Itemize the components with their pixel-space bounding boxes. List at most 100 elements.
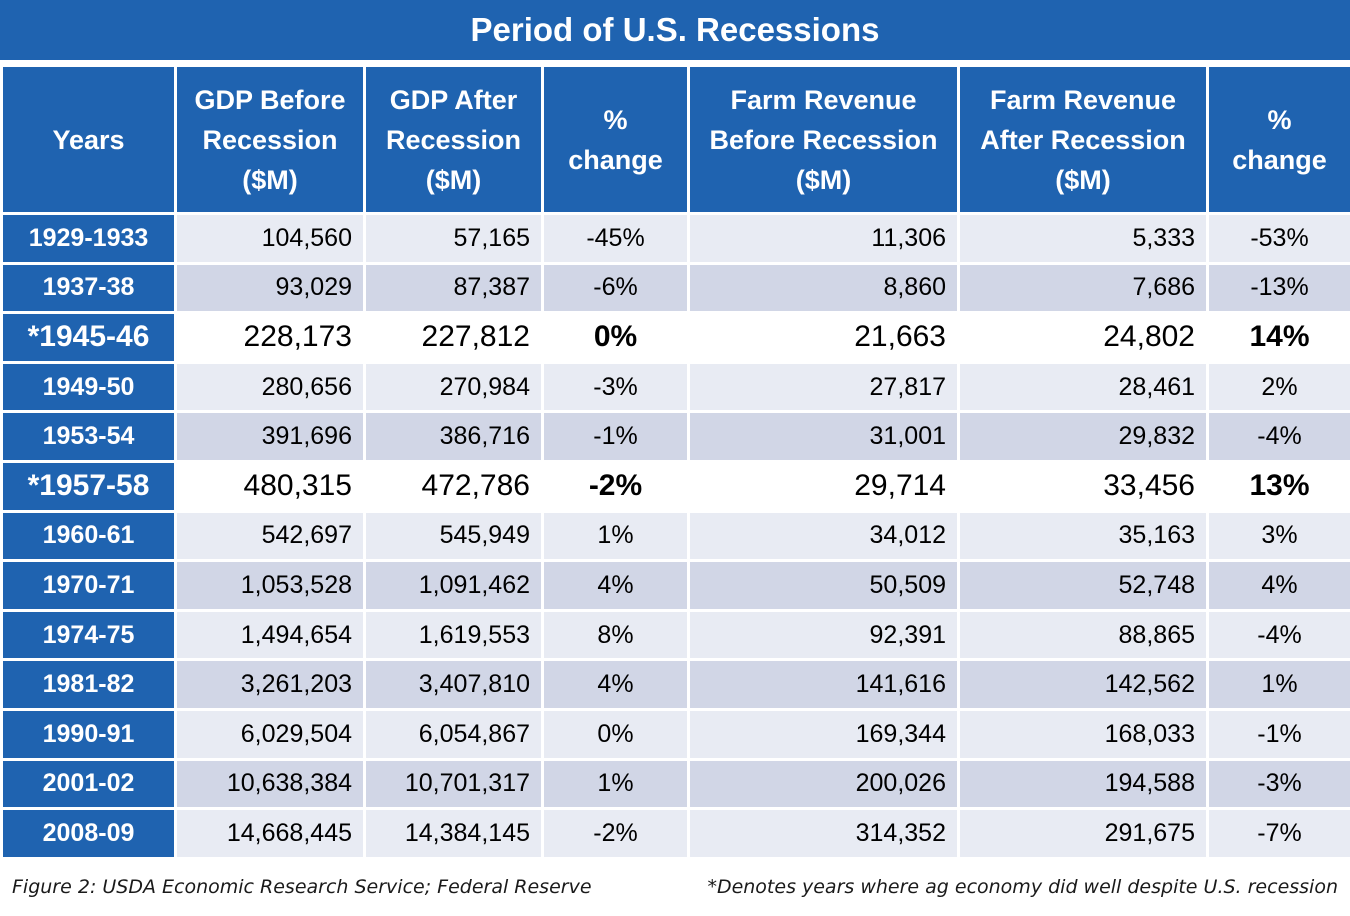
header-line: change [1232, 144, 1327, 175]
farm-change-cell: 2% [1206, 360, 1350, 414]
table-row: *1957-58 480,315 472,786 -2% 29,714 33,456 13% [0, 459, 1350, 513]
farm-before-cell: 27,817 [687, 360, 960, 414]
gdp-before-cell: 228,173 [174, 311, 366, 364]
gdp-after-cell: 386,716 [363, 410, 544, 463]
header-row: Years GDP Before Recession ($M) GDP After Rec… [0, 64, 1350, 215]
farm-after-cell: 7,686 [957, 261, 1209, 315]
gdp-change-cell: -3% [541, 360, 690, 414]
farm-change-cell: 1% [1206, 658, 1350, 711]
table-row: 1970-71 1,053,528 1,091,462 4% 50,509 52,748 4… [0, 559, 1350, 612]
farm-before-cell: 314,352 [687, 807, 960, 860]
farm-after-cell: 168,033 [957, 707, 1209, 761]
farm-before-cell: 34,012 [687, 509, 960, 563]
gdp-before-cell: 3,261,203 [174, 658, 366, 711]
header-line: Recession [385, 124, 522, 155]
gdp-after-cell: 10,701,317 [363, 757, 544, 811]
header-line: Before Recession [709, 124, 938, 155]
table-row: 1960-61 542,697 545,949 1% 34,012 35,163 3% [0, 509, 1350, 563]
gdp-change-cell: 4% [541, 658, 690, 711]
years-cell: 2008-09 [0, 807, 177, 860]
farm-before-cell: 169,344 [687, 707, 960, 761]
gdp-after-cell: 545,949 [363, 509, 544, 563]
gdp-after-header: GDP After Recession ($M) [363, 64, 544, 215]
gdp-change-cell: 1% [541, 509, 690, 563]
farm-after-cell: 28,461 [957, 360, 1209, 414]
table-row: 2001-02 10,638,384 10,701,317 1% 200,026 194,… [0, 757, 1350, 811]
gdp-change-cell: 0% [541, 311, 690, 364]
header-line: GDP Before [194, 84, 346, 115]
farm-change-cell: -4% [1206, 608, 1350, 662]
years-cell: 1960-61 [0, 509, 177, 563]
farm-after-cell: 5,333 [957, 212, 1209, 265]
gdp-after-cell: 227,812 [363, 311, 544, 364]
table-row: 1929-1933 104,560 57,165 -45% 11,306 5,333 -53… [0, 212, 1350, 265]
years-cell: 2001-02 [0, 757, 177, 811]
source-caption: Figure 2: USDA Economic Research Service… [12, 876, 592, 898]
gdp-after-cell: 87,387 [363, 261, 544, 315]
header-line: ($M) [425, 164, 482, 195]
recession-table: Years GDP Before Recession ($M) GDP After Rec… [0, 64, 1350, 860]
farm-before-cell: 200,026 [687, 757, 960, 811]
table-row: 1949-50 280,656 270,984 -3% 27,817 28,461 2% [0, 360, 1350, 414]
gdp-before-cell: 14,668,445 [174, 807, 366, 860]
farm-after-cell: 29,832 [957, 410, 1209, 463]
gdp-before-cell: 391,696 [174, 410, 366, 463]
farm-change-cell: 13% [1206, 459, 1350, 513]
farm-after-cell: 142,562 [957, 658, 1209, 711]
gdp-before-cell: 93,029 [174, 261, 366, 315]
table-row: 1990-91 6,029,504 6,054,867 0% 169,344 168,03… [0, 707, 1350, 761]
farm-after-header: Farm Revenue After Recession ($M) [957, 64, 1209, 215]
gdp-after-cell: 472,786 [363, 459, 544, 513]
table-row: 1953-54 391,696 386,716 -1% 31,001 29,832 -4% [0, 410, 1350, 463]
header-line: % [1267, 104, 1292, 135]
years-cell: 1974-75 [0, 608, 177, 662]
figure-footer: Figure 2: USDA Economic Research Service… [12, 876, 1342, 906]
farm-after-cell: 52,748 [957, 559, 1209, 612]
table-row: 1981-82 3,261,203 3,407,810 4% 141,616 142,56… [0, 658, 1350, 711]
years-header: Years [0, 64, 177, 215]
farm-after-cell: 33,456 [957, 459, 1209, 513]
years-cell: *1957-58 [0, 459, 177, 513]
gdp-change-cell: -45% [541, 212, 690, 265]
farm-after-cell: 35,163 [957, 509, 1209, 563]
farm-before-header: Farm Revenue Before Recession ($M) [687, 64, 960, 215]
farm-before-cell: 21,663 [687, 311, 960, 364]
years-cell: 1949-50 [0, 360, 177, 414]
gdp-after-cell: 57,165 [363, 212, 544, 265]
gdp-change-cell: -1% [541, 410, 690, 463]
gdp-change-cell: 0% [541, 707, 690, 761]
header-line: ($M) [1055, 164, 1111, 195]
farm-before-cell: 11,306 [687, 212, 960, 265]
gdp-change-cell: 4% [541, 559, 690, 612]
farm-after-cell: 24,802 [957, 311, 1209, 364]
gdp-before-cell: 1,494,654 [174, 608, 366, 662]
farm-change-cell: 3% [1206, 509, 1350, 563]
gdp-after-cell: 14,384,145 [363, 807, 544, 860]
gdp-after-cell: 6,054,867 [363, 707, 544, 761]
gdp-after-cell: 1,619,553 [363, 608, 544, 662]
farm-change-cell: 14% [1206, 311, 1350, 364]
years-cell: 1953-54 [0, 410, 177, 463]
farm-change-cell: -1% [1206, 707, 1350, 761]
gdp-change-header: % change [541, 64, 690, 215]
farm-change-header: % change [1206, 64, 1350, 215]
gdp-before-header: GDP Before Recession ($M) [174, 64, 366, 215]
header-line: % [603, 104, 628, 135]
gdp-before-cell: 10,638,384 [174, 757, 366, 811]
gdp-change-cell: -6% [541, 261, 690, 315]
asterisk-note: *Denotes years where ag economy did well… [707, 876, 1338, 898]
header-line: ($M) [795, 164, 852, 195]
farm-change-cell: 4% [1206, 559, 1350, 612]
header-line: After Recession [980, 124, 1186, 155]
header-line: Years [52, 124, 125, 155]
years-cell: 1937-38 [0, 261, 177, 315]
farm-before-cell: 50,509 [687, 559, 960, 612]
farm-before-cell: 31,001 [687, 410, 960, 463]
gdp-before-cell: 1,053,528 [174, 559, 366, 612]
gdp-after-cell: 270,984 [363, 360, 544, 414]
table-title: Period of U.S. Recessions [0, 0, 1350, 63]
header-line: Farm Revenue [730, 84, 917, 115]
years-cell: 1929-1933 [0, 212, 177, 265]
farm-before-cell: 141,616 [687, 658, 960, 711]
farm-change-cell: -7% [1206, 807, 1350, 860]
